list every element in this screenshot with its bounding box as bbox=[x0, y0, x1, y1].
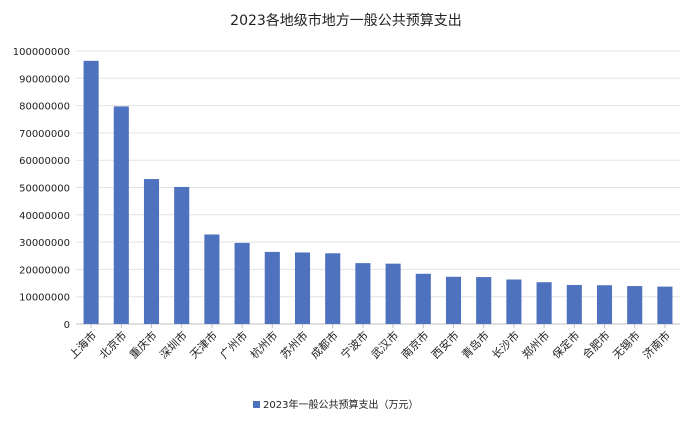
bar bbox=[294, 252, 311, 324]
x-tick-label: 广州市 bbox=[217, 328, 250, 361]
y-tick-label: 90000000 bbox=[19, 74, 70, 85]
x-tick-label: 济南市 bbox=[640, 328, 673, 361]
bar bbox=[355, 263, 371, 324]
x-tick-label: 武汉市 bbox=[368, 328, 401, 361]
legend-swatch bbox=[253, 401, 260, 408]
bar bbox=[204, 234, 220, 324]
y-tick-label: 20000000 bbox=[19, 265, 70, 276]
bar bbox=[506, 279, 522, 324]
y-tick-label: 70000000 bbox=[19, 129, 70, 140]
legend: 2023年一般公共预算支出（万元） bbox=[253, 398, 418, 411]
bar bbox=[566, 284, 582, 324]
bar bbox=[113, 106, 129, 324]
x-axis: 上海市北京市重庆市深圳市天津市广州市杭州市苏州市成都市宁波市武汉市南京市西安市青… bbox=[66, 324, 673, 361]
y-tick-label: 50000000 bbox=[19, 184, 70, 195]
chart-title: 2023各地级市地方一般公共预算支出 bbox=[230, 12, 462, 29]
bars bbox=[83, 60, 673, 324]
bar bbox=[657, 286, 673, 324]
bar bbox=[143, 179, 160, 324]
bar bbox=[596, 285, 613, 324]
bar bbox=[325, 253, 341, 324]
y-axis: 0 10000000 20000000 30000000 40000000 5000000… bbox=[13, 47, 70, 331]
y-tick-label: 60000000 bbox=[19, 156, 70, 167]
y-tick-label: 40000000 bbox=[19, 211, 70, 222]
y-tick-label: 0 bbox=[64, 320, 70, 331]
x-tick-label: 保定市 bbox=[549, 328, 582, 361]
x-tick-label: 郑州市 bbox=[519, 328, 552, 361]
bar bbox=[627, 286, 643, 324]
bar bbox=[174, 186, 190, 324]
y-tick-label: 10000000 bbox=[19, 293, 70, 304]
x-tick-label: 青岛市 bbox=[459, 328, 492, 361]
x-tick-label: 北京市 bbox=[96, 328, 129, 361]
bar bbox=[234, 242, 250, 324]
legend-label: 2023年一般公共预算支出（万元） bbox=[263, 398, 418, 411]
bar bbox=[83, 60, 99, 324]
y-tick-label: 80000000 bbox=[19, 102, 70, 113]
x-tick-label: 苏州市 bbox=[277, 328, 310, 361]
x-tick-label: 长沙市 bbox=[489, 328, 522, 361]
x-tick-label: 深圳市 bbox=[157, 328, 190, 361]
bar bbox=[264, 251, 280, 324]
bar bbox=[476, 277, 492, 324]
x-tick-label: 宁波市 bbox=[338, 328, 371, 361]
x-tick-label: 合肥市 bbox=[579, 328, 612, 361]
x-tick-label: 无锡市 bbox=[610, 328, 643, 361]
y-tick-label: 30000000 bbox=[19, 238, 70, 249]
x-tick-label: 杭州市 bbox=[247, 328, 280, 361]
x-tick-label: 成都市 bbox=[308, 328, 341, 361]
x-tick-label: 重庆市 bbox=[126, 328, 159, 361]
bar bbox=[385, 263, 401, 324]
x-tick-label: 西安市 bbox=[428, 328, 461, 361]
x-tick-label: 天津市 bbox=[187, 328, 220, 361]
x-tick-label: 上海市 bbox=[66, 328, 99, 361]
bar bbox=[445, 276, 462, 324]
gridlines bbox=[76, 50, 680, 325]
bar bbox=[415, 273, 431, 324]
y-tick-label: 100000000 bbox=[13, 47, 70, 58]
bar bbox=[536, 282, 552, 324]
x-tick-label: 南京市 bbox=[398, 328, 431, 361]
